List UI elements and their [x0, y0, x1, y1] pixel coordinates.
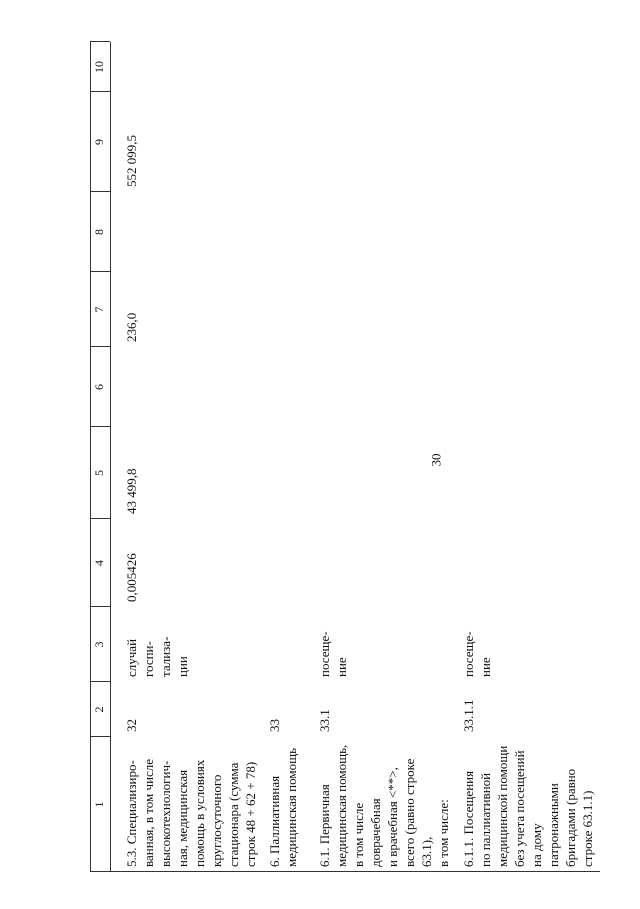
- cell: 43 499,8: [124, 468, 139, 515]
- rule: [110, 42, 111, 872]
- table: 1 2 3 4 5 6 7 8 9 10 5.3. Специализиро- ванная, в …: [90, 41, 630, 872]
- cell: 33: [267, 719, 282, 732]
- cell: 552 099,5: [124, 135, 139, 187]
- column-number: 5: [92, 470, 106, 476]
- row-label: 6.1. Первичная медицинская помощь, в том…: [317, 744, 451, 867]
- column-number: 3: [92, 641, 106, 648]
- column-number: 4: [92, 560, 106, 566]
- row-label: 5.3. Специализиро- ванная, в том числе в…: [124, 758, 258, 867]
- row-label: 6. Паллиативная медицинская помощь: [267, 747, 299, 867]
- row-label: 6.1.1. Посещения по паллиативной медицин…: [461, 745, 595, 867]
- rule: [90, 871, 600, 872]
- cell: посеще- ние: [317, 631, 349, 677]
- column-number: 9: [92, 139, 106, 145]
- cell: 236,0: [124, 312, 139, 342]
- column-number: 8: [92, 229, 106, 235]
- column-number: 2: [92, 706, 106, 713]
- cell: посеще- ние: [461, 631, 493, 677]
- cell: 33.1: [317, 709, 332, 732]
- cell: 32: [124, 719, 139, 732]
- rule: [90, 42, 91, 872]
- column-number: 6: [92, 384, 106, 390]
- column-number: 1: [92, 801, 106, 808]
- cell: случай госпи- тализа- ции: [124, 636, 190, 677]
- cell: 33.1.1: [461, 699, 476, 733]
- column-number: 10: [92, 61, 106, 73]
- column-number: 7: [92, 306, 106, 313]
- cell: 0,005426: [124, 553, 139, 602]
